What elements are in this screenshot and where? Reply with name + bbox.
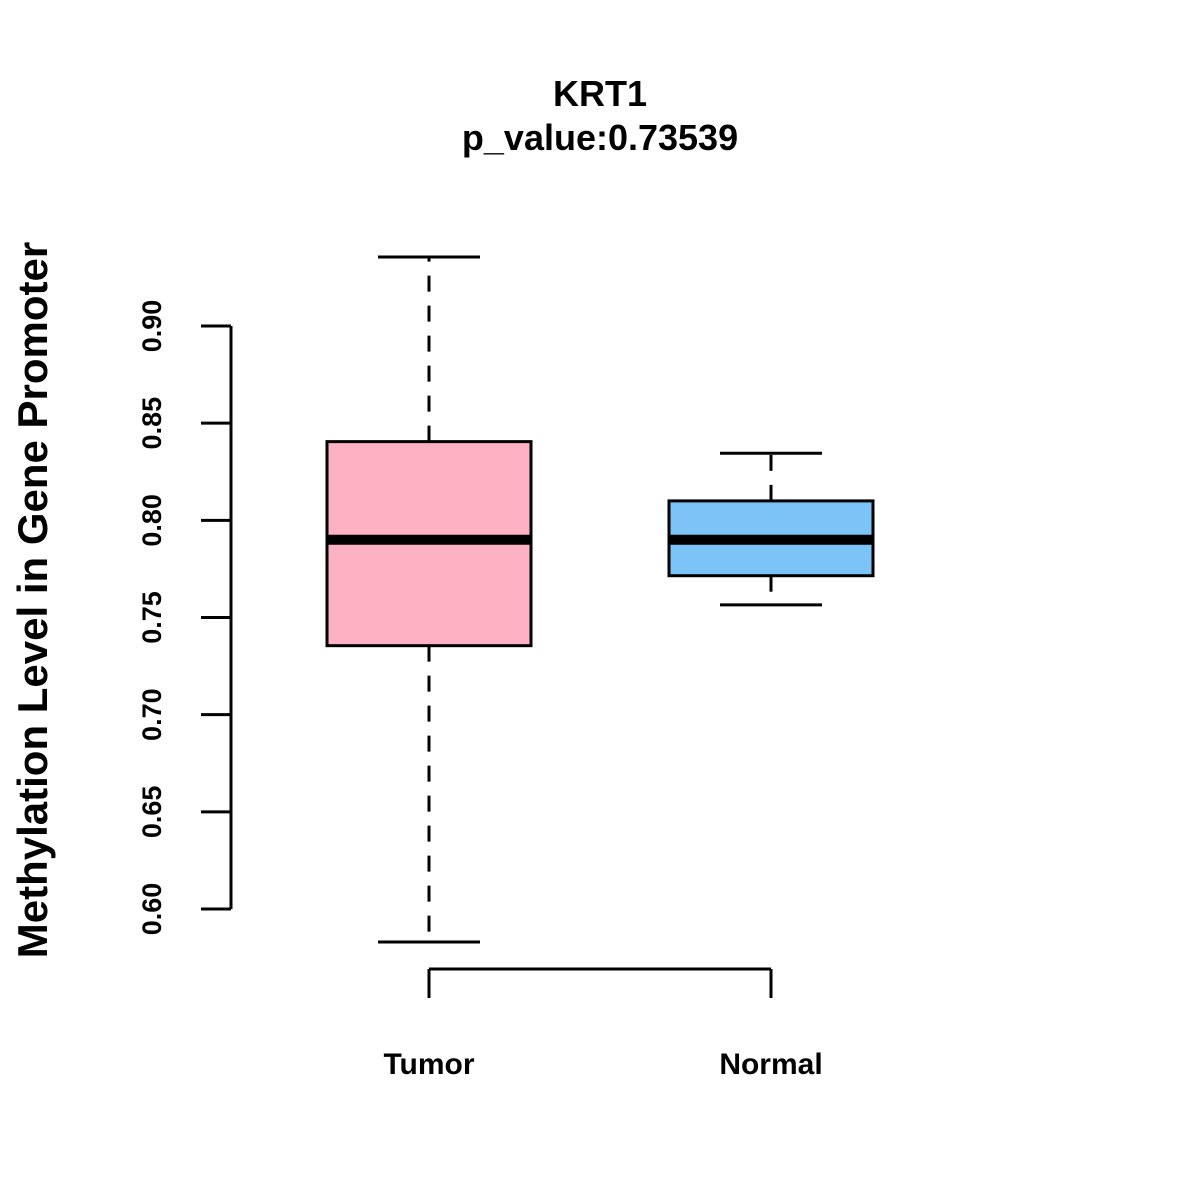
y-axis: 0.60 0.65 0.70 0.75 0.80 0.85 0.90 (137, 300, 233, 936)
y-tick-label: 0.80 (137, 494, 167, 547)
y-axis-label: Methylation Level in Gene Promoter (9, 242, 56, 958)
y-tick-label: 0.85 (137, 397, 167, 450)
y-tick-label: 0.70 (137, 688, 167, 741)
y-tick-label: 0.90 (137, 300, 167, 353)
chart-subtitle: p_value:0.73539 (462, 117, 738, 158)
x-category-label: Normal (719, 1048, 822, 1081)
x-category-label: Tumor (383, 1048, 474, 1081)
chart-title: KRT1 (553, 73, 647, 114)
x-axis: Tumor Normal (383, 967, 823, 1081)
boxes-group (325, 255, 875, 944)
box-tumor (325, 255, 533, 944)
y-tick-label: 0.75 (137, 591, 167, 644)
box-normal (667, 451, 875, 607)
y-tick-label: 0.65 (137, 786, 167, 839)
y-tick-label: 0.60 (137, 883, 167, 936)
